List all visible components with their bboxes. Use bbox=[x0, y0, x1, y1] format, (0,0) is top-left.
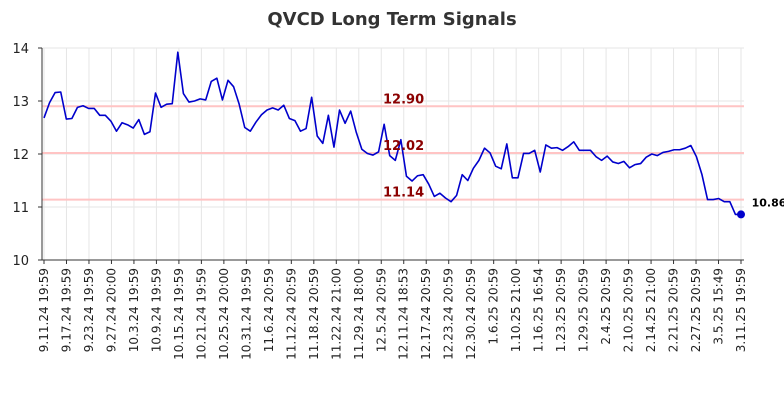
y-tick-label: 14 bbox=[12, 42, 29, 57]
x-tick-label: 1.6.25 20:59 bbox=[487, 268, 501, 345]
x-tick-label: 1.16.25 16:54 bbox=[532, 268, 546, 352]
x-tick-label: 12.11.24 18:53 bbox=[397, 268, 411, 360]
x-tick-label: 12.5.24 20:59 bbox=[374, 268, 388, 352]
x-tick-label: 12.30.24 20:59 bbox=[464, 268, 478, 360]
x-tick-label: 2.14.25 21:00 bbox=[644, 268, 658, 352]
x-tick-label: 12.23.24 20:59 bbox=[442, 268, 456, 360]
x-tick-label: 9.27.24 20:00 bbox=[104, 268, 118, 352]
last-value-label: 10.86 bbox=[752, 196, 784, 209]
x-tick-label: 9.11.24 19:59 bbox=[37, 268, 51, 352]
x-tick-label: 1.23.25 20:59 bbox=[554, 268, 568, 352]
y-tick-label: 13 bbox=[12, 95, 29, 110]
y-axis-ticks: 10 11 12 13 14 bbox=[12, 42, 42, 269]
level-label: 11.14 bbox=[383, 186, 424, 201]
x-tick-label: 11.6.24 20:59 bbox=[262, 268, 276, 352]
x-tick-label: 2.27.25 20:59 bbox=[689, 268, 703, 352]
x-tick-label: 3.5.25 15:49 bbox=[712, 268, 726, 345]
price-line bbox=[43, 51, 741, 216]
x-tick-label: 11.29.24 18:00 bbox=[352, 268, 366, 360]
grid bbox=[42, 47, 744, 261]
last-point-marker bbox=[737, 210, 745, 219]
x-tick-label: 9.23.24 19:59 bbox=[82, 268, 96, 352]
x-tick-label: 3.11.25 19:59 bbox=[734, 268, 748, 352]
x-tick-label: 10.3.24 19:59 bbox=[127, 268, 141, 352]
x-axis-ticks: 9.11.24 19:59 9.17.24 19:59 9.23.24 19:59 9… bbox=[37, 260, 748, 360]
y-tick-label: 12 bbox=[12, 148, 29, 163]
x-tick-label: 1.10.25 21:00 bbox=[509, 268, 523, 352]
level-labels: 12.90 12.02 11.14 10.86 bbox=[383, 92, 784, 209]
x-tick-label: 11.12.24 20:59 bbox=[284, 268, 298, 360]
x-tick-label: 10.31.24 19:59 bbox=[239, 268, 253, 360]
level-label: 12.02 bbox=[383, 139, 424, 154]
x-tick-label: 10.9.24 19:59 bbox=[149, 268, 163, 352]
x-tick-label: 1.29.25 20:59 bbox=[577, 268, 591, 352]
chart-title: QVCD Long Term Signals bbox=[267, 9, 516, 30]
x-tick-label: 10.21.24 19:59 bbox=[194, 268, 208, 360]
x-tick-label: 2.21.25 20:59 bbox=[667, 268, 681, 352]
x-tick-label: 12.17.24 20:59 bbox=[419, 268, 433, 360]
x-tick-label: 10.15.24 19:59 bbox=[172, 268, 186, 360]
x-tick-label: 2.10.25 20:59 bbox=[622, 268, 636, 352]
y-tick-label: 11 bbox=[12, 201, 29, 216]
x-tick-label: 10.25.24 20:00 bbox=[217, 268, 231, 360]
y-tick-label: 10 bbox=[12, 254, 29, 269]
x-tick-label: 2.4.25 20:59 bbox=[599, 268, 613, 345]
x-tick-label: 9.17.24 19:59 bbox=[59, 268, 73, 352]
level-label: 12.90 bbox=[383, 92, 424, 107]
series bbox=[43, 51, 745, 219]
x-tick-label: 11.18.24 20:59 bbox=[307, 268, 321, 360]
x-tick-label: 11.22.24 21:00 bbox=[329, 268, 343, 360]
signal-levels bbox=[42, 105, 744, 201]
